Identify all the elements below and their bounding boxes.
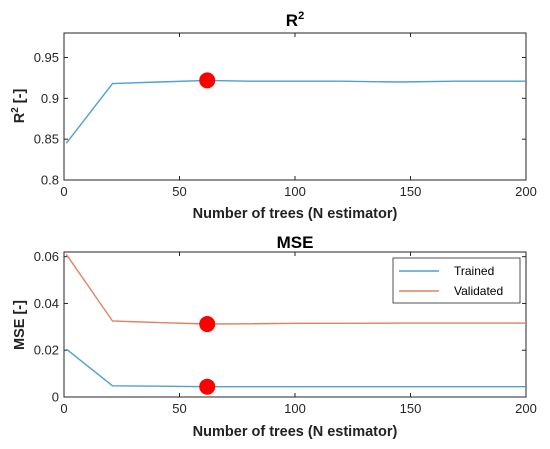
mse-y-axis-label: MSE [-]: [12, 300, 28, 350]
mse-y-tick-label: 0.02: [34, 343, 59, 358]
legend-label-validated: Validated: [454, 284, 503, 298]
r2-y-tick-label: 0.9: [41, 91, 59, 106]
r2-optimum-marker: [199, 72, 216, 89]
r2-x-tick-label: 50: [172, 184, 186, 199]
r2-y-tick-label: 0.95: [34, 50, 59, 65]
r2-plot-area: [63, 32, 527, 181]
r2-chart-title: R2: [286, 10, 304, 30]
mse-optimum-marker: [199, 378, 216, 395]
mse-x-tick-label: 100: [284, 401, 306, 416]
mse-series-line-trained: [65, 348, 526, 388]
r2-series-line-r2: [65, 79, 526, 144]
mse-series-line-validated: [65, 253, 526, 325]
r2-x-tick-label: 150: [400, 184, 422, 199]
mse-legend: Trained Validated: [392, 257, 521, 304]
mse-x-axis-label: Number of trees (N estimator): [193, 424, 398, 440]
r2-x-tick-label: 100: [284, 184, 306, 199]
mse-x-tick-label: 0: [60, 401, 67, 416]
mse-chart-title: MSE: [277, 233, 314, 252]
mse-chart: MSE 0 50 100 150 200 0 0.02 0.04 0.06 Number of …: [12, 233, 537, 440]
mse-y-tick-label: 0.06: [34, 249, 59, 264]
r2-y-tick-label: 0.85: [34, 132, 59, 147]
legend-box: [392, 257, 521, 304]
mse-y-tick-label: 0: [52, 390, 59, 405]
mse-x-tick-label: 150: [400, 401, 422, 416]
r2-chart: R2 0 50 100 150 200 0.8 0.85 0.9 0.95 Number of …: [10, 10, 537, 222]
r2-x-axis-label: Number of trees (N estimator): [193, 206, 398, 222]
mse-x-tick-label: 50: [172, 401, 186, 416]
r2-y-axis-label: R2 [-]: [10, 89, 28, 124]
mse-optimum-marker: [199, 316, 216, 333]
r2-x-tick-label: 0: [60, 184, 67, 199]
mse-x-tick-label: 200: [515, 401, 537, 416]
r2-x-tick-label: 200: [515, 184, 537, 199]
legend-label-trained: Trained: [454, 264, 494, 278]
r2-y-tick-label: 0.8: [41, 173, 59, 188]
mse-y-tick-label: 0.04: [34, 296, 59, 311]
